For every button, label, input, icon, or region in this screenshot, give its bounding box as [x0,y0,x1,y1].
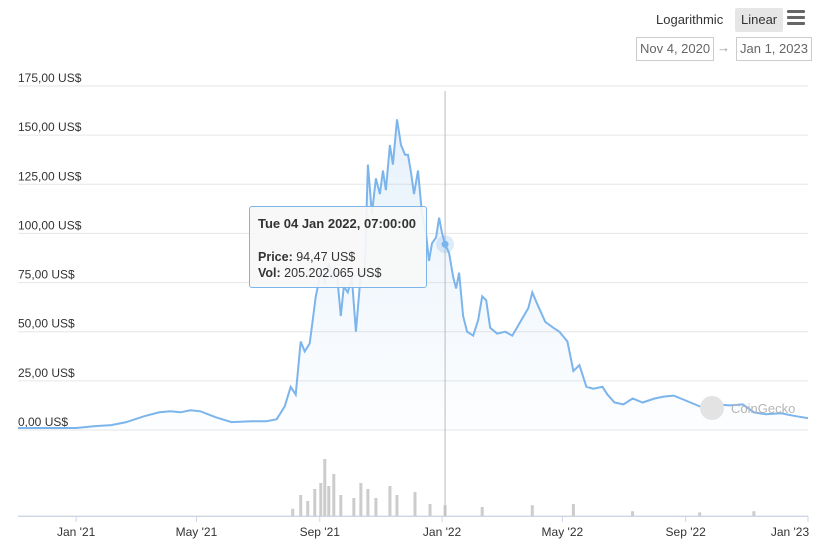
x-tick-label: Jan '21 [57,525,96,539]
hover-point [441,240,449,248]
volume-bar [366,489,370,516]
tooltip-volume-value: 205.202.065 US$ [284,266,382,280]
tooltip-price-row: Price: 94,47 US$ [258,250,355,264]
y-tick-label: 50,00 US$ [18,317,75,331]
x-tick-label: Jan '23 [771,525,810,539]
x-tick-label: Jan '22 [423,525,462,539]
volume-bar [332,474,336,516]
volume-bars [18,459,808,516]
x-axis-labels: Jan '21 May '21 Sep '21 Jan '22 May '22 Sep '… [57,516,809,539]
x-tick-label: Sep '22 [666,525,707,539]
x-tick-label: May '22 [542,525,584,539]
volume-bar [530,505,534,516]
y-tick-label: 100,00 US$ [18,218,82,232]
tooltip-price-label: Price: [258,250,293,264]
coingecko-logo-icon [700,396,724,420]
volume-bar [319,483,323,516]
volume-bar [313,489,317,516]
volume-bar [698,512,702,516]
hamburger-menu-icon[interactable] [787,10,805,26]
y-tick-label: 175,00 US$ [18,71,82,85]
watermark-text: CoinGecko [731,401,796,416]
tooltip-price-value: 94,47 US$ [296,250,356,264]
volume-bar [359,483,363,516]
chart-tooltip: Tue 04 Jan 2022, 07:00:00 Price: 94,47 U… [249,206,427,288]
y-tick-label: 25,00 US$ [18,366,75,380]
volume-bar [339,495,343,516]
volume-bar [299,495,303,516]
x-tick-label: May '21 [176,525,218,539]
date-to-input[interactable]: Jan 1, 2023 [736,37,812,61]
volume-bar [323,459,327,516]
y-axis-labels: 0,00 US$ 25,00 US$ 50,00 US$ 75,00 US$ 100,0… [18,71,82,429]
y-tick-label: 125,00 US$ [18,169,82,183]
logarithmic-scale-button[interactable]: Logarithmic [656,12,724,27]
tooltip-volume-row: Vol: 205.202.065 US$ [258,266,381,280]
date-from-input[interactable]: Nov 4, 2020 [636,37,715,61]
tooltip-volume-label: Vol: [258,266,281,280]
y-tick-label: 0,00 US$ [18,415,68,429]
volume-bar [752,511,756,516]
volume-bar [306,501,310,516]
volume-bar [571,504,575,516]
volume-bar [374,498,378,516]
volume-bar [413,492,417,516]
tooltip-date: Tue 04 Jan 2022, 07:00:00 [258,216,417,231]
volume-bar [480,507,484,516]
volume-bar [631,511,635,516]
volume-bar [388,486,392,516]
volume-bar [291,508,295,516]
linear-scale-button[interactable]: Linear [735,8,784,32]
volume-bar [395,495,399,516]
y-tick-label: 150,00 US$ [18,120,82,134]
x-tick-label: Sep '21 [300,525,341,539]
volume-bar [327,486,331,516]
volume-bar [428,504,432,516]
date-range-arrow: → [717,40,730,55]
volume-bar [352,498,356,516]
y-tick-label: 75,00 US$ [18,268,75,282]
